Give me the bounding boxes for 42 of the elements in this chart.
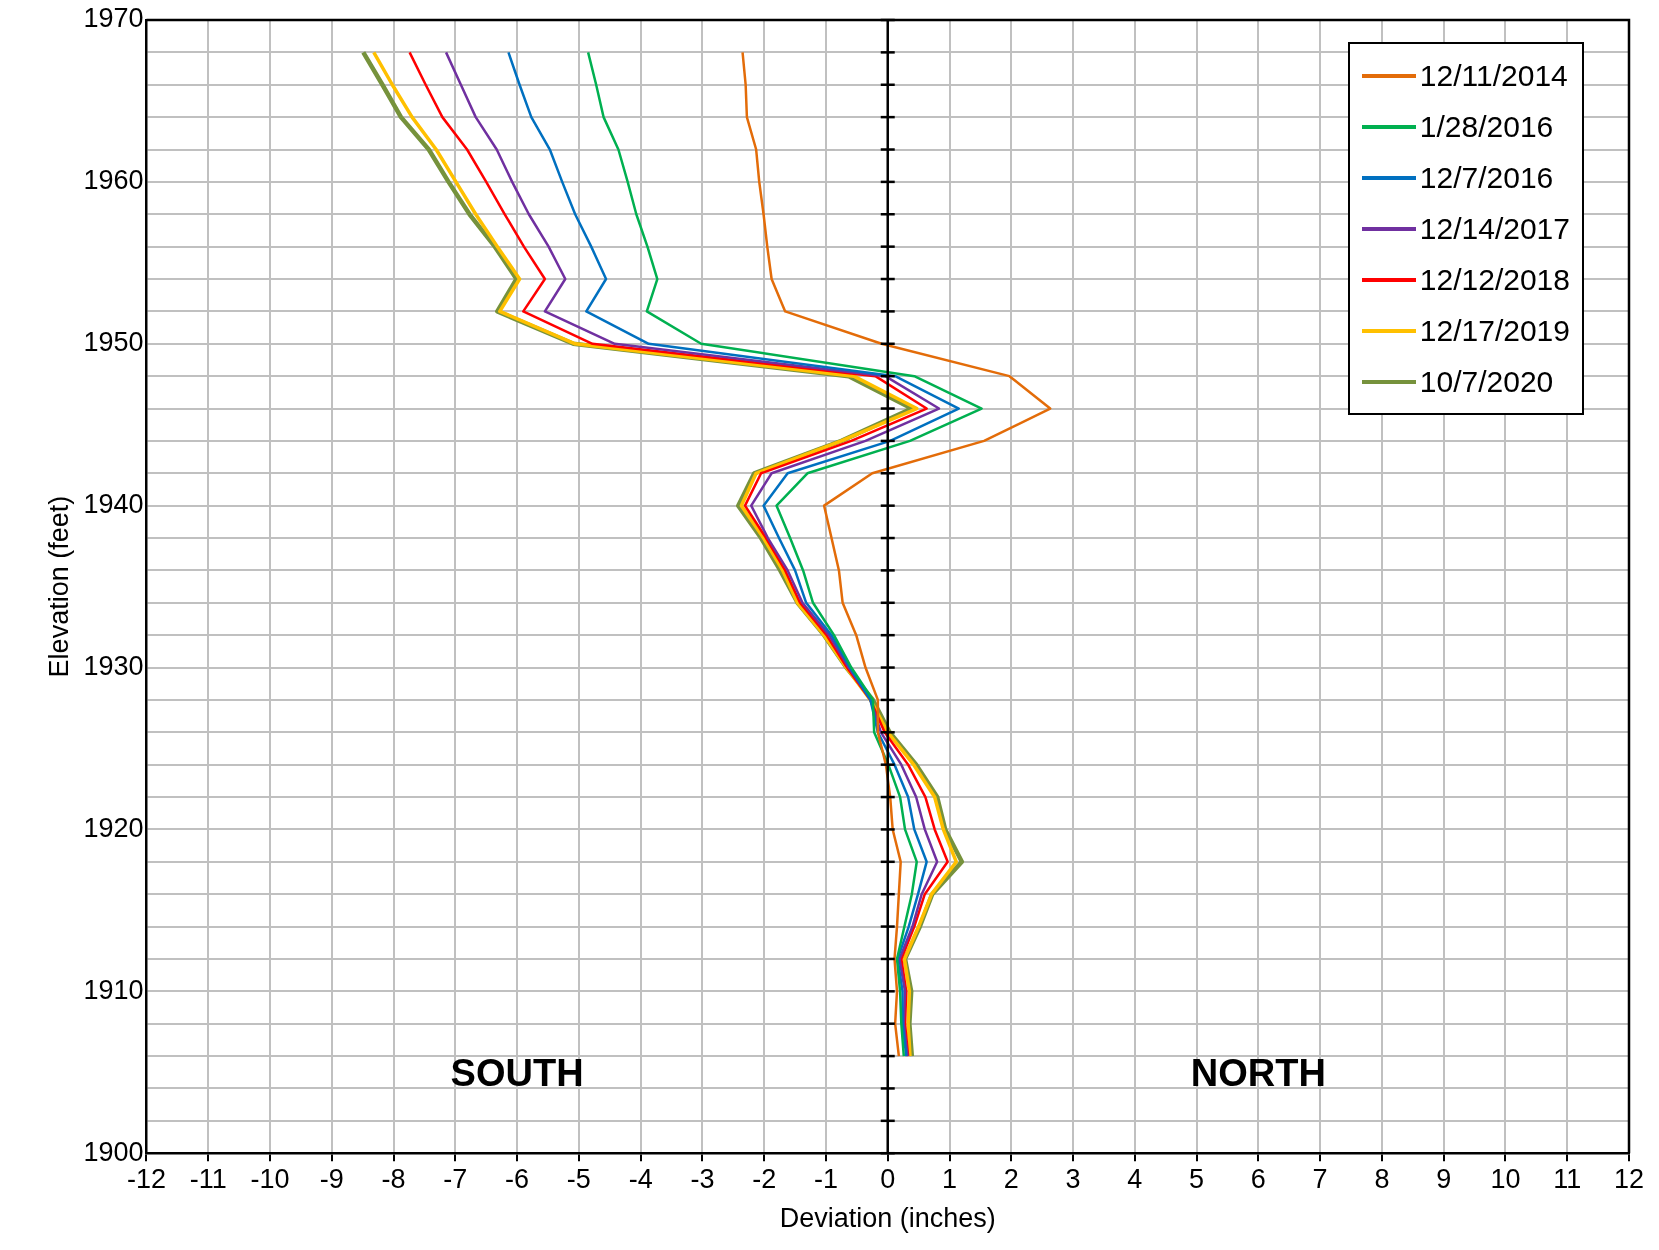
x-tick-label: -7: [443, 1163, 468, 1194]
x-tick-label: 10: [1490, 1163, 1521, 1194]
annotation: NORTH: [1190, 1051, 1326, 1094]
x-tick-label: 6: [1250, 1163, 1266, 1194]
legend-label: 1/28/2016: [1419, 109, 1554, 144]
x-tick-label: 0: [880, 1163, 896, 1194]
legend-label: 12/11/2014: [1419, 58, 1568, 93]
x-tick-label: 12: [1613, 1163, 1645, 1194]
y-tick-label: 1910: [83, 974, 144, 1005]
x-tick-label: -1: [813, 1163, 838, 1194]
x-tick-label: -2: [752, 1163, 777, 1194]
x-tick-label: 5: [1189, 1163, 1205, 1194]
legend-label: 12/17/2019: [1419, 313, 1570, 348]
x-tick-label: -3: [690, 1163, 715, 1194]
x-tick-label: -11: [189, 1163, 227, 1194]
x-tick-label: -6: [505, 1163, 530, 1194]
legend-label: 12/14/2017: [1419, 211, 1570, 246]
y-tick-label: 1950: [83, 327, 144, 358]
x-tick-label: 1: [941, 1163, 958, 1194]
y-tick-label: 1940: [83, 489, 144, 520]
x-tick-label: 11: [1553, 1163, 1582, 1194]
x-tick-label: 9: [1436, 1163, 1452, 1194]
x-tick-label: -4: [628, 1163, 653, 1194]
y-tick-label: 1970: [83, 3, 144, 34]
legend-label: 10/7/2020: [1419, 364, 1554, 399]
y-tick-label: 1930: [83, 651, 144, 681]
x-tick-label: 2: [1003, 1163, 1019, 1194]
x-tick-label: -8: [381, 1163, 406, 1194]
legend-label: 12/7/2016: [1419, 160, 1554, 195]
x-tick-label: 8: [1374, 1163, 1390, 1194]
x-tick-label: 4: [1127, 1163, 1143, 1194]
annotation: SOUTH: [450, 1051, 584, 1094]
x-tick-label: -10: [250, 1163, 290, 1194]
y-axis-title: Elevation (feet): [43, 495, 74, 678]
y-tick-label: 1920: [83, 812, 144, 843]
y-tick-label: 1960: [83, 165, 144, 196]
legend-label: 12/12/2018: [1419, 262, 1570, 297]
x-tick-label: -9: [319, 1163, 344, 1194]
x-tick-label: -5: [566, 1163, 591, 1194]
x-tick-label: 3: [1065, 1163, 1081, 1194]
x-axis-title: Deviation (inches): [779, 1203, 996, 1234]
x-tick-label: 7: [1312, 1163, 1328, 1194]
